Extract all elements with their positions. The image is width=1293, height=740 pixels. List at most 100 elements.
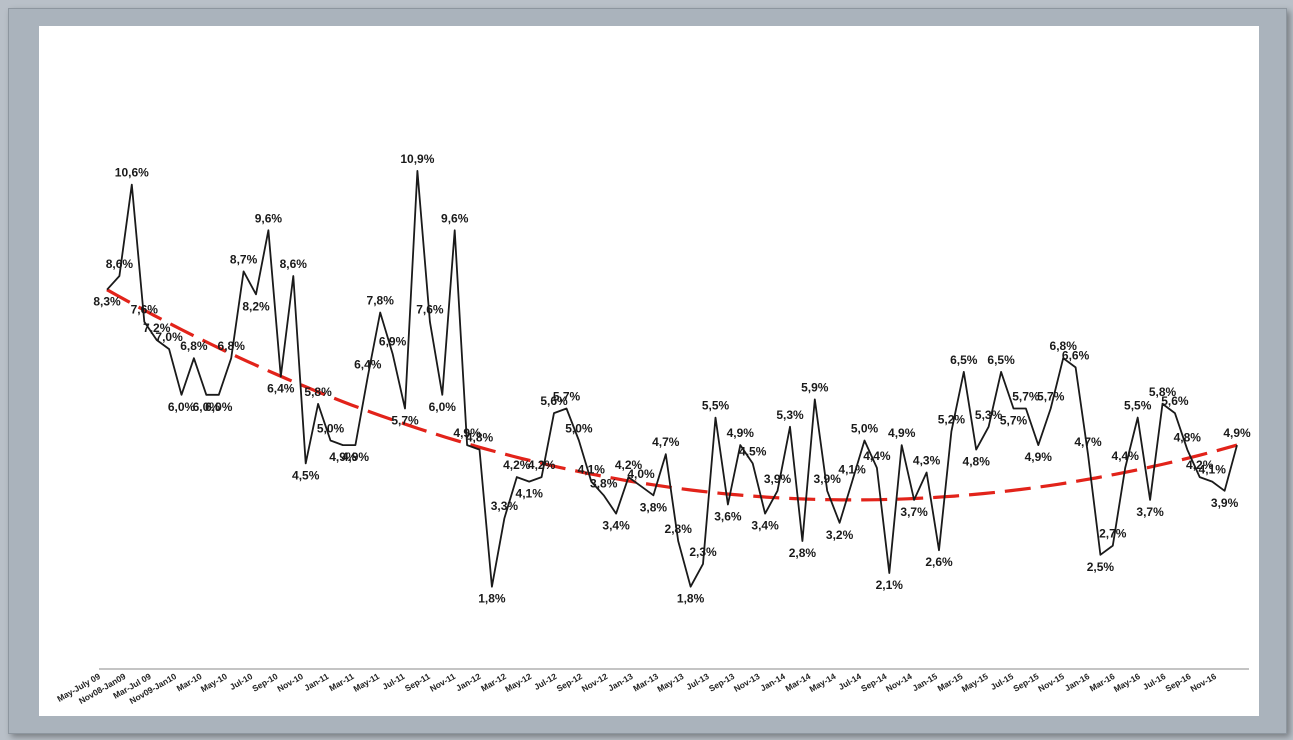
data-label: 8,2% xyxy=(242,299,270,313)
x-tick-label: May-10 xyxy=(199,671,229,694)
data-label: 4,8% xyxy=(1174,431,1202,445)
x-tick-label: Jul-16 xyxy=(1141,671,1168,692)
trend-line-layer xyxy=(106,288,1238,502)
data-label: 3,3% xyxy=(491,499,519,513)
data-label: 4,9% xyxy=(1223,426,1251,440)
series-line-layer xyxy=(106,169,1238,588)
x-tick-label: Nov-10 xyxy=(275,671,305,694)
x-tick-label: Nov-11 xyxy=(428,671,457,694)
data-label: 3,4% xyxy=(602,519,630,533)
data-label: 2,8% xyxy=(665,522,693,536)
data-label: 4,1% xyxy=(578,463,606,477)
data-label: 6,4% xyxy=(354,358,382,372)
data-label: 5,0% xyxy=(851,422,879,436)
x-tick-label: Mar-11 xyxy=(327,671,356,693)
data-label: 3,6% xyxy=(714,510,742,524)
x-tick-label: Mar-13 xyxy=(631,671,660,693)
data-label: 3,7% xyxy=(900,505,928,519)
data-label: 7,6% xyxy=(131,303,159,317)
x-tick-label: Sep-10 xyxy=(250,671,279,694)
data-label: 5,0% xyxy=(565,422,593,436)
data-label: 10,6% xyxy=(115,166,149,180)
data-label: 5,7% xyxy=(553,390,581,404)
data-label: 4,9% xyxy=(342,450,370,464)
data-label: 7,2% xyxy=(143,321,171,335)
x-tick-label: Nov-12 xyxy=(580,671,610,694)
chart-panel: 8,3% 8,6% 10,6% 7,6% 7,2% 7,0% 6,0% 6,8% 6,0% 6,0… xyxy=(39,26,1259,716)
chart-frame: 8,3% 8,6% 10,6% 7,6% 7,2% 7,0% 6,0% 6,8% 6,0% 6,0… xyxy=(8,8,1287,734)
x-tick-label: Sep-11 xyxy=(403,671,432,693)
x-tick-label: Jul-13 xyxy=(684,671,711,692)
data-label: 5,3% xyxy=(776,408,804,422)
data-label: 4,7% xyxy=(652,435,680,449)
data-label: 5,7% xyxy=(1012,390,1040,404)
data-label: 6,0% xyxy=(193,400,221,414)
data-label: 4,9% xyxy=(453,426,481,440)
data-label: 2,7% xyxy=(1099,527,1127,541)
data-label: 6,5% xyxy=(950,353,978,367)
data-label: 5,2% xyxy=(938,412,966,426)
data-label: 7,0% xyxy=(155,330,183,344)
x-tick-label: Jan-13 xyxy=(606,671,635,693)
data-label: 5,3% xyxy=(975,408,1003,422)
data-label: 2,1% xyxy=(876,578,904,592)
data-label: 4,1% xyxy=(516,487,544,501)
data-label: 1,8% xyxy=(478,592,506,606)
data-label: 5,6% xyxy=(1161,394,1189,408)
x-tick-label: Jan-16 xyxy=(1063,671,1092,693)
x-tick-label: Jul-14 xyxy=(837,671,864,692)
data-label: 5,7% xyxy=(1000,414,1028,428)
x-tick-label: Nov-13 xyxy=(732,671,762,694)
data-label: 3,9% xyxy=(814,472,842,486)
data-label: 2,3% xyxy=(689,545,717,559)
data-label: 5,8% xyxy=(1149,385,1177,399)
data-label: 1,8% xyxy=(677,592,705,606)
data-label: 3,8% xyxy=(590,476,618,490)
data-label: 6,0% xyxy=(205,400,233,414)
data-label: 6,4% xyxy=(267,382,295,396)
data-label: 6,8% xyxy=(1050,339,1078,353)
x-tick-label: Mar-16 xyxy=(1088,671,1117,693)
data-label: 4,3% xyxy=(913,454,941,468)
x-tick-label: Sep-15 xyxy=(1011,671,1040,694)
data-label: 6,9% xyxy=(379,335,407,349)
data-label: 8,6% xyxy=(280,257,308,271)
data-label: 5,7% xyxy=(1037,390,1065,404)
x-tick-label: Jan-14 xyxy=(758,671,787,693)
x-tick-label: Jan-12 xyxy=(454,671,483,693)
x-tick-label: May-13 xyxy=(655,671,685,694)
data-label: 3,7% xyxy=(1136,505,1164,519)
line-chart: 8,3%8,6%10,6%7,6%7,2%7,0%6,0%6,8%6,0%6,0… xyxy=(55,152,1251,706)
data-label: 6,5% xyxy=(987,353,1015,367)
data-label: 10,9% xyxy=(400,152,434,166)
data-label: 5,6% xyxy=(540,394,568,408)
data-label: 3,8% xyxy=(640,500,668,514)
data-label: 9,6% xyxy=(255,211,283,225)
x-tick-label: Jul-15 xyxy=(989,671,1016,692)
data-label: 4,9% xyxy=(1025,450,1053,464)
x-tick-label: May-12 xyxy=(503,671,533,694)
data-label: 4,2% xyxy=(615,458,643,472)
data-label: 4,5% xyxy=(292,468,320,482)
data-label: 4,9% xyxy=(727,426,755,440)
data-label: 4,1% xyxy=(1199,463,1227,477)
x-tick-label: May-16 xyxy=(1112,671,1142,694)
data-label: 2,8% xyxy=(789,546,817,560)
x-tick-label: Mar-14 xyxy=(783,671,812,693)
x-tick-label: Sep-14 xyxy=(859,671,888,694)
data-label: 6,0% xyxy=(429,400,457,414)
data-label: 5,8% xyxy=(304,385,332,399)
data-label: 4,0% xyxy=(627,467,655,481)
data-label: 6,6% xyxy=(1062,348,1090,362)
data-label: 6,8% xyxy=(218,339,246,353)
x-tick-label: Jul-10 xyxy=(228,671,255,692)
x-tick-label: Sep-16 xyxy=(1163,671,1192,694)
x-tick-label: Sep-12 xyxy=(555,671,584,694)
series-line xyxy=(106,169,1238,588)
x-tick-label: Mar-12 xyxy=(479,671,508,693)
x-tick-label: Jan-11 xyxy=(302,671,330,693)
data-label: 4,8% xyxy=(963,455,991,469)
data-label: 6,0% xyxy=(168,400,196,414)
data-label: 6,8% xyxy=(180,339,208,353)
